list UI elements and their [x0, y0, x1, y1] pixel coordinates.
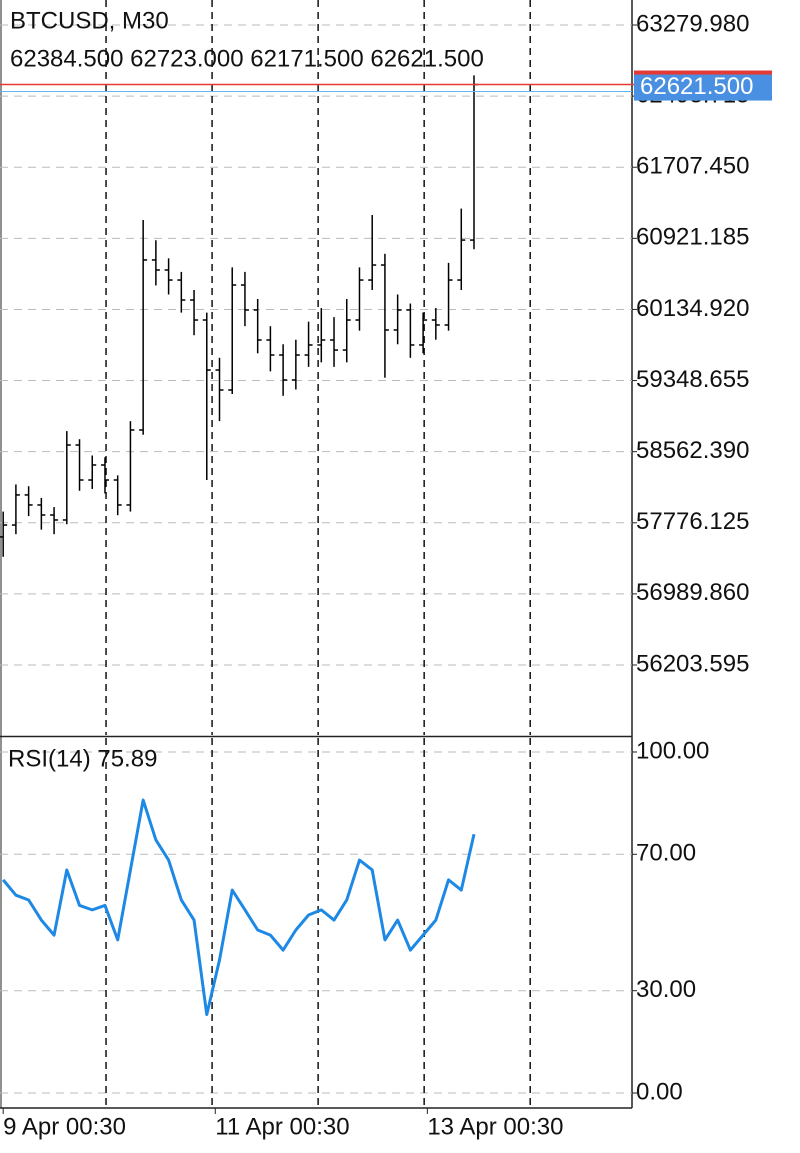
last-price-top [634, 70, 772, 75]
indicator-title: RSI(14) 75.89 [8, 745, 157, 772]
y-tick-label: 59348.655 [636, 366, 749, 393]
chart-title: BTCUSD, M30 [10, 7, 169, 34]
y-tick-label: 60921.185 [636, 224, 749, 251]
last-price-label: 62621.500 [640, 73, 753, 100]
y-tick-label: 60134.920 [636, 295, 749, 322]
y-tick-label: 30.00 [636, 976, 696, 1003]
y-tick-label: 100.00 [636, 737, 709, 764]
rsi-line [2, 798, 476, 1017]
x-tick-label: 9 Apr 00:30 [3, 1113, 126, 1140]
x-tick-label: 13 Apr 00:30 [427, 1113, 563, 1140]
last-price-marker [634, 70, 772, 101]
chart-subtitle: 62384.500 62723.000 62171.500 62621.500 [10, 45, 484, 72]
y-tick-label: 61707.450 [636, 153, 749, 180]
y-tick-label: 57776.125 [636, 508, 749, 535]
y-tick-label: 70.00 [636, 840, 696, 867]
x-tick-label: 11 Apr 00:30 [215, 1113, 349, 1140]
y-tick-label: 56203.595 [636, 650, 749, 677]
y-tick-label: 58562.390 [636, 437, 749, 464]
y-tick-label: 63279.980 [636, 10, 749, 37]
y-tick-label: 56989.860 [636, 579, 749, 606]
y-tick-label: 0.00 [636, 1078, 683, 1105]
